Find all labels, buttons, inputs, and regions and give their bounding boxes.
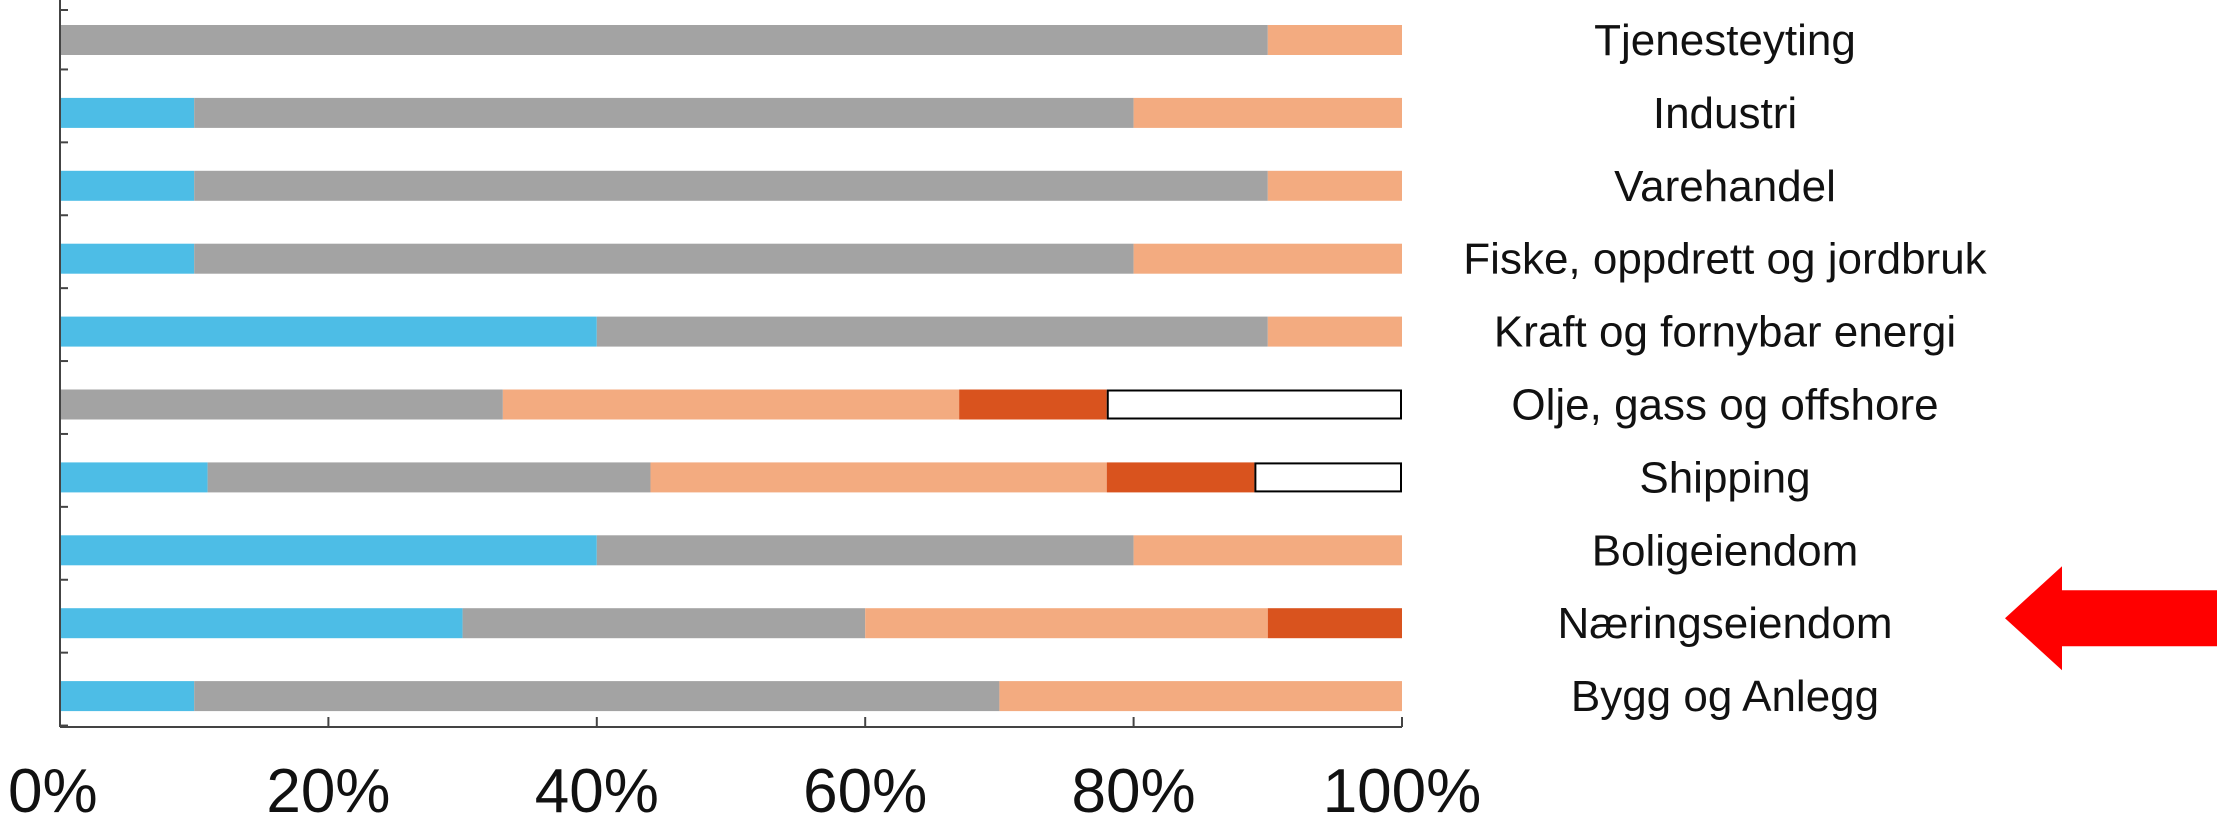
category-label-naeringseiendom: Næringseiendom (1557, 599, 1892, 648)
bar-segment-bygg-og-anlegg-3 (999, 681, 1402, 712)
category-label-olje-gass-og-offshore: Olje, gass og offshore (1511, 381, 1938, 430)
bar-segment-olje-gass-og-offshore-4 (959, 389, 1107, 420)
category-label-bygg-og-anlegg: Bygg og Anlegg (1571, 672, 1879, 721)
x-tick-label-40: 40% (535, 757, 659, 826)
bar-segment-boligeiendom-1 (60, 535, 597, 566)
x-tick-label-100: 100% (1323, 757, 1482, 826)
x-tick-label-60: 60% (803, 757, 927, 826)
arrow-left-icon (2005, 566, 2217, 671)
bars-layer (60, 25, 1402, 712)
bar-segment-kraft-og-fornybar-energi-3 (1267, 316, 1402, 347)
category-label-tjenesteyting: Tjenesteyting (1594, 16, 1856, 65)
category-label-shipping: Shipping (1639, 453, 1810, 502)
x-tick-label-0: 0% (8, 757, 98, 826)
category-label-industri: Industri (1653, 89, 1797, 138)
bar-segment-shipping-4 (1106, 462, 1255, 493)
labels-layer: Tjenesteyting Industri Varehandel Fiske, op… (1463, 16, 1987, 721)
bar-segment-naeringseiendom-3 (865, 608, 1268, 639)
axis-layer: 0% 20% 40% 60% 80% 100% (8, 0, 1481, 826)
bar-segment-olje-gass-og-offshore-5 (1106, 389, 1402, 420)
bar-segment-industri-3 (1133, 97, 1402, 128)
bar-segment-industri-2 (194, 97, 1134, 128)
bar-segment-fiske-oppdrett-og-jordbruk-1 (60, 243, 195, 274)
x-tick-label-20: 20% (266, 757, 390, 826)
bar-segment-fiske-oppdrett-og-jordbruk-2 (194, 243, 1134, 274)
bar-segment-shipping-2 (207, 462, 651, 493)
bar-segment-shipping-5 (1254, 462, 1402, 493)
bar-segment-naeringseiendom-4 (1267, 608, 1402, 639)
category-label-boligeiendom: Boligeiendom (1592, 526, 1859, 575)
bar-segment-boligeiendom-2 (596, 535, 1134, 566)
bar-segment-naeringseiendom-1 (60, 608, 463, 639)
bar-segment-kraft-og-fornybar-energi-2 (596, 316, 1268, 347)
bar-segment-varehandel-1 (60, 170, 195, 201)
bar-segment-varehandel-3 (1267, 170, 1402, 201)
category-label-kraft-og-fornybar-energi: Kraft og fornybar energi (1494, 308, 1956, 357)
x-tick-label-80: 80% (1072, 757, 1196, 826)
bar-segment-bygg-og-anlegg-1 (60, 681, 195, 712)
bar-segment-olje-gass-og-offshore-2 (60, 389, 503, 420)
category-label-fiske-oppdrett-og-jordbruk: Fiske, oppdrett og jordbruk (1463, 235, 1987, 284)
bar-segment-industri-1 (60, 97, 195, 128)
category-label-varehandel: Varehandel (1614, 162, 1836, 211)
marker-layer (2005, 566, 2217, 671)
bar-segment-naeringseiendom-2 (462, 608, 866, 639)
bar-segment-kraft-og-fornybar-energi-1 (60, 316, 597, 347)
bar-segment-varehandel-2 (194, 170, 1268, 201)
bar-segment-boligeiendom-3 (1133, 535, 1402, 566)
bar-segment-fiske-oppdrett-og-jordbruk-3 (1133, 243, 1402, 274)
bar-segment-tjenesteyting-2 (60, 25, 1268, 55)
bar-segment-shipping-1 (60, 462, 208, 493)
bar-segment-bygg-og-anlegg-2 (194, 681, 1000, 712)
bar-segment-tjenesteyting-3 (1267, 25, 1402, 55)
bar-segment-shipping-3 (650, 462, 1107, 493)
bar-segment-olje-gass-og-offshore-3 (502, 389, 960, 420)
